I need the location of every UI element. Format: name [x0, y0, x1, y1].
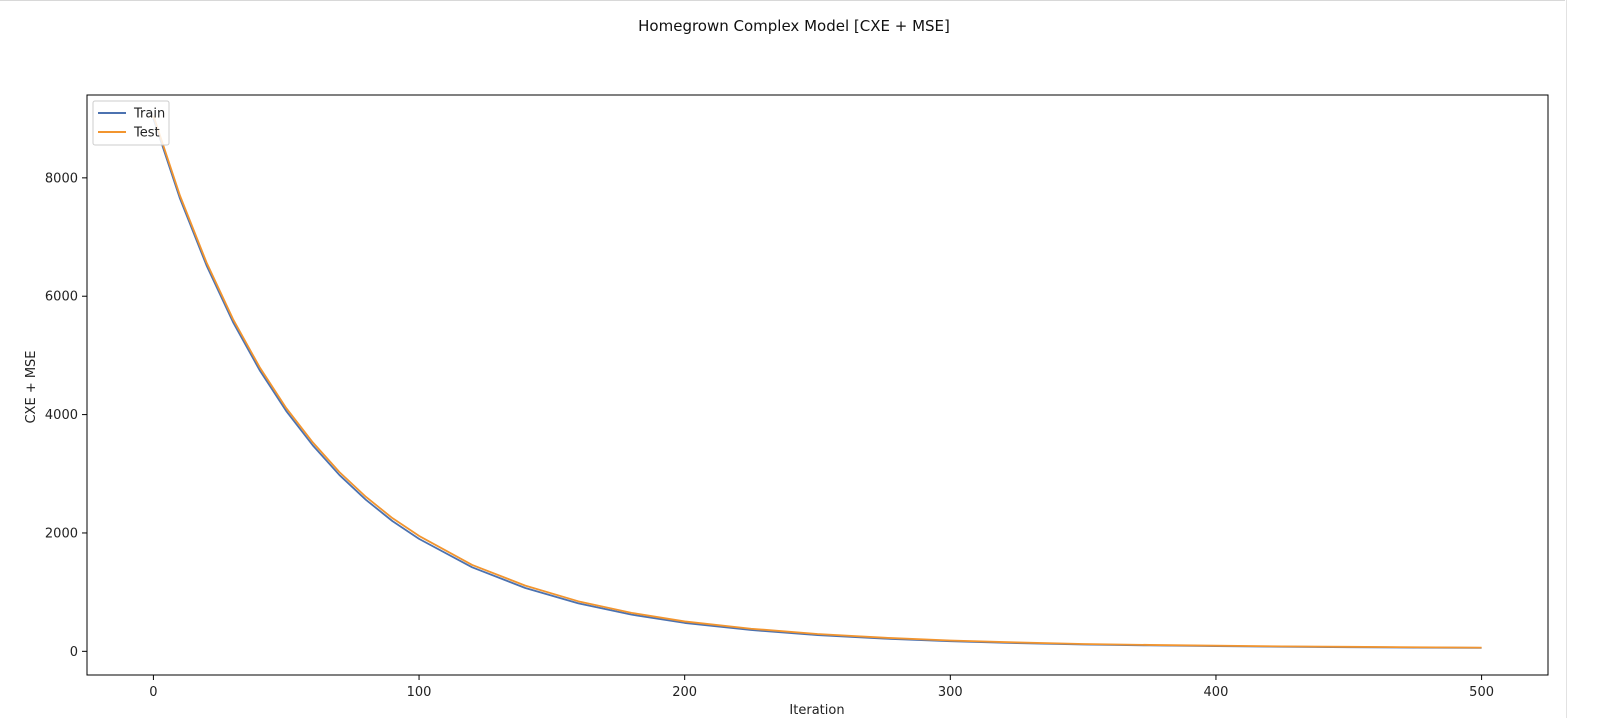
x-tick-label: 400: [1204, 685, 1229, 700]
y-axis-label: CXE + MSE: [24, 350, 39, 423]
y-tick-label: 6000: [45, 290, 78, 305]
series-line-test: [152, 115, 1482, 649]
y-tick-label: 8000: [45, 171, 78, 186]
y-tick-label: 2000: [45, 526, 78, 541]
x-axis-label: Iteration: [789, 703, 844, 718]
plot-area: [152, 115, 1482, 649]
x-tick-label: 100: [407, 685, 432, 700]
legend-label-train: Train: [133, 107, 165, 122]
x-tick-label: 0: [149, 685, 157, 700]
chart-title: Homegrown Complex Model [CXE + MSE]: [638, 17, 950, 35]
x-tick-label: 300: [938, 685, 963, 700]
y-tick-label: 0: [70, 645, 78, 660]
x-tick-label: 500: [1469, 685, 1494, 700]
x-tick-label: 200: [672, 685, 697, 700]
legend: Train Test: [92, 100, 170, 146]
series-line-train: [152, 118, 1482, 649]
plot-frame: [86, 94, 1549, 676]
legend-label-test: Test: [133, 126, 160, 141]
y-tick-label: 4000: [45, 408, 78, 423]
top-divider: [0, 0, 1565, 1]
right-divider: [1566, 0, 1567, 718]
axes: 0 100 200 300 400 500 0 2000 4000 6000 8000: [45, 171, 1494, 700]
